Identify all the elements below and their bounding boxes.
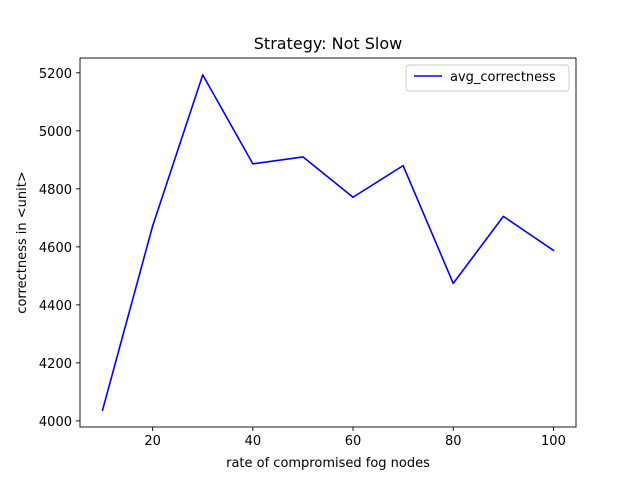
- y-tick-label-4000: 4000: [39, 415, 72, 430]
- legend: avg_correctness: [405, 64, 570, 92]
- y-tick-label-5200: 5200: [39, 67, 72, 82]
- chart-title: Strategy: Not Slow: [254, 34, 402, 53]
- y-tick-label-4400: 4400: [39, 299, 72, 314]
- x-tick-label-100: 100: [541, 434, 566, 449]
- y-axis-label: correctness in <unit>: [15, 171, 30, 313]
- y-axis-ticks: 4000 4200 4400 4600 4800 5000 5200: [39, 67, 80, 430]
- legend-box: [405, 64, 570, 92]
- y-tick-label-4600: 4600: [39, 241, 72, 256]
- legend-label-0: avg_correctness: [450, 70, 556, 85]
- series-line-0: [101, 74, 555, 412]
- plot-area: [79, 57, 577, 428]
- x-axis-ticks: 20 40 60 80 100: [144, 427, 566, 449]
- x-tick-label-40: 40: [245, 434, 262, 449]
- x-axis-label: rate of compromised fog nodes: [226, 456, 430, 471]
- y-tick-label-5000: 5000: [39, 125, 72, 140]
- axes-frame: [79, 57, 577, 428]
- y-tick-label-4200: 4200: [39, 357, 72, 372]
- x-tick-label-20: 20: [144, 434, 161, 449]
- x-tick-label-80: 80: [445, 434, 462, 449]
- x-tick-label-60: 60: [345, 434, 362, 449]
- y-tick-label-4800: 4800: [39, 183, 72, 198]
